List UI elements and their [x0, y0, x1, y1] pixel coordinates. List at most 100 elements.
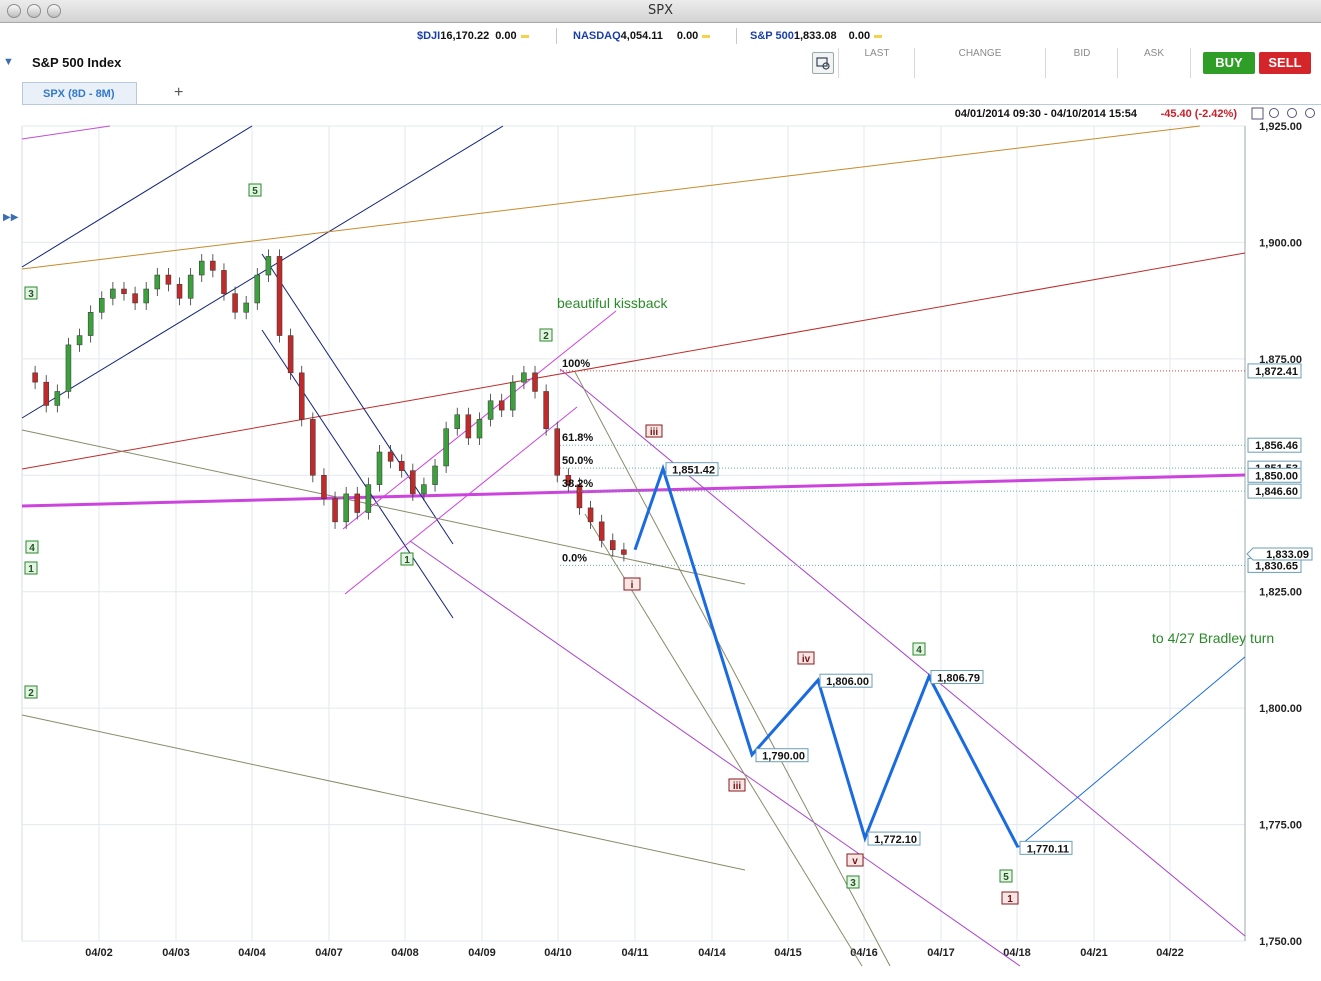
candle-body [521, 372, 527, 383]
chart-canvas[interactable]: 04/01/2014 09:30 - 04/10/2014 15:54 -45.… [0, 104, 1321, 976]
candle-body [376, 451, 383, 485]
x-tick-label: 04/14 [698, 947, 726, 959]
quote-col-label: CHANGE [958, 48, 1002, 59]
x-tick-label: 04/08 [391, 947, 419, 959]
price-label-box [1247, 363, 1302, 379]
price-label: 1,850.00 [1255, 470, 1298, 482]
quote-col-label: BID [1073, 48, 1091, 59]
quote-col-change: CHANGE [914, 48, 1045, 78]
chart-range-change: -45.40 (-2.42%) [1161, 108, 1238, 120]
quote-col-label: LAST [864, 48, 890, 59]
y-tick-label: 1,800.00 [1259, 703, 1302, 715]
sell-button[interactable]: SELL [1259, 52, 1311, 74]
x-tick-label: 04/22 [1156, 947, 1184, 959]
price-chart[interactable]: 04/01/2014 09:30 - 04/10/2014 15:54 -45.… [0, 104, 1321, 976]
wave-box-green [539, 328, 553, 342]
bradley-turn-line [1017, 656, 1246, 848]
candle-body [398, 461, 405, 471]
candle-body [587, 507, 594, 523]
olive-line-2 [21, 714, 746, 871]
ticker-nasdaq[interactable]: NASDAQ4,054.11 0.00 [573, 30, 711, 42]
ticker-change: 0.00 [495, 30, 517, 42]
wave-box-green [846, 875, 860, 889]
wave-box-green [24, 561, 38, 575]
page-title: S&P 500 Index [32, 55, 122, 70]
ticker-divider [736, 28, 737, 44]
olive-line-1 [21, 429, 746, 585]
candle-body [276, 256, 283, 336]
wave-box-green [400, 552, 414, 566]
zoom-out-icon[interactable] [1287, 108, 1297, 118]
fit-chart-icon[interactable] [1251, 107, 1264, 120]
fib-label: 38.2% [562, 478, 593, 490]
ticker-symbol: NASDAQ [573, 30, 621, 42]
wave-box-green [24, 685, 38, 699]
olive-line-3 [574, 371, 891, 967]
candle-body [165, 274, 172, 285]
ticker-change: 0.00 [848, 30, 871, 42]
fib-label: 0.0% [562, 552, 587, 564]
ticker-dji[interactable]: $DJI16,170.22 0.00 [417, 30, 529, 42]
candle-body [510, 381, 516, 411]
quote-col-ask: ASK [1117, 48, 1191, 78]
blue-down-line-2 [261, 329, 454, 619]
wave-box-red [623, 577, 641, 591]
close-window-button[interactable] [7, 4, 21, 18]
zoom-window-button[interactable] [47, 4, 61, 18]
candle-body [332, 498, 338, 523]
ticker-indicator-icon [702, 34, 711, 38]
x-tick-label: 04/04 [238, 947, 266, 959]
fib-label: 100% [562, 358, 590, 370]
ticker-sp500[interactable]: S&P 5001,833.08 0.00 [750, 30, 883, 42]
fib-levels: 100% 61.8% 50.0% 38.2% 0.0% [560, 358, 1245, 566]
buy-button[interactable]: BUY [1203, 52, 1255, 74]
candle-body [321, 475, 327, 499]
annotation-kissback: beautiful kissback [557, 295, 669, 311]
minimize-window-button[interactable] [27, 4, 41, 18]
candle-body [421, 484, 427, 495]
wave-box-green [248, 183, 262, 197]
projection-point-box [1019, 840, 1073, 855]
zoom-in-icon[interactable] [1269, 108, 1279, 118]
x-tick-label: 04/18 [1003, 947, 1031, 959]
wave-box-green [25, 540, 39, 554]
symbol-settings-icon[interactable] [812, 52, 834, 74]
plot-border [21, 125, 1246, 942]
price-label-box [1247, 467, 1302, 483]
candle-body [121, 288, 127, 294]
candle-body [498, 400, 505, 411]
wave-label-green: 4 [29, 543, 35, 554]
current-price-label: 1,833.09 [1266, 549, 1309, 561]
wave-box-green [912, 642, 926, 656]
wave-label-green: 5 [1003, 872, 1009, 883]
add-tab-button[interactable]: + [174, 84, 184, 101]
candle-body [487, 400, 494, 420]
projection-point-label: 1,806.00 [826, 676, 869, 688]
candle-body [287, 335, 294, 374]
orange-trend-line [21, 125, 1201, 270]
x-tick-label: 04/10 [544, 947, 572, 959]
candle-body [543, 391, 549, 429]
candle-body [232, 293, 238, 313]
candle-body [76, 335, 83, 346]
wave-label-red: v [852, 856, 858, 867]
wave-label-green: 2 [28, 688, 34, 699]
tab-spx[interactable]: SPX (8D - 8M) [22, 82, 137, 104]
candle-body [43, 381, 49, 406]
candle-body [143, 288, 149, 304]
x-tick-label: 04/21 [1080, 947, 1108, 959]
expand-panel-icon[interactable]: ▶▶ [3, 212, 19, 223]
y-tick-label: 1,875.00 [1259, 354, 1302, 366]
candle-body [454, 414, 461, 429]
zoom-reset-icon[interactable] [1305, 108, 1315, 118]
wave-label-green: 4 [916, 645, 922, 656]
collapse-chevron-icon[interactable]: ▼ [3, 56, 14, 68]
wave-label-red: 1 [1007, 894, 1013, 905]
candle-body [187, 274, 194, 299]
ticker-divider [556, 28, 557, 44]
candle-body [176, 284, 183, 299]
magenta-trend-line [21, 473, 1246, 508]
wave-box-red [797, 651, 815, 665]
wave-label-green: 1 [28, 564, 34, 575]
